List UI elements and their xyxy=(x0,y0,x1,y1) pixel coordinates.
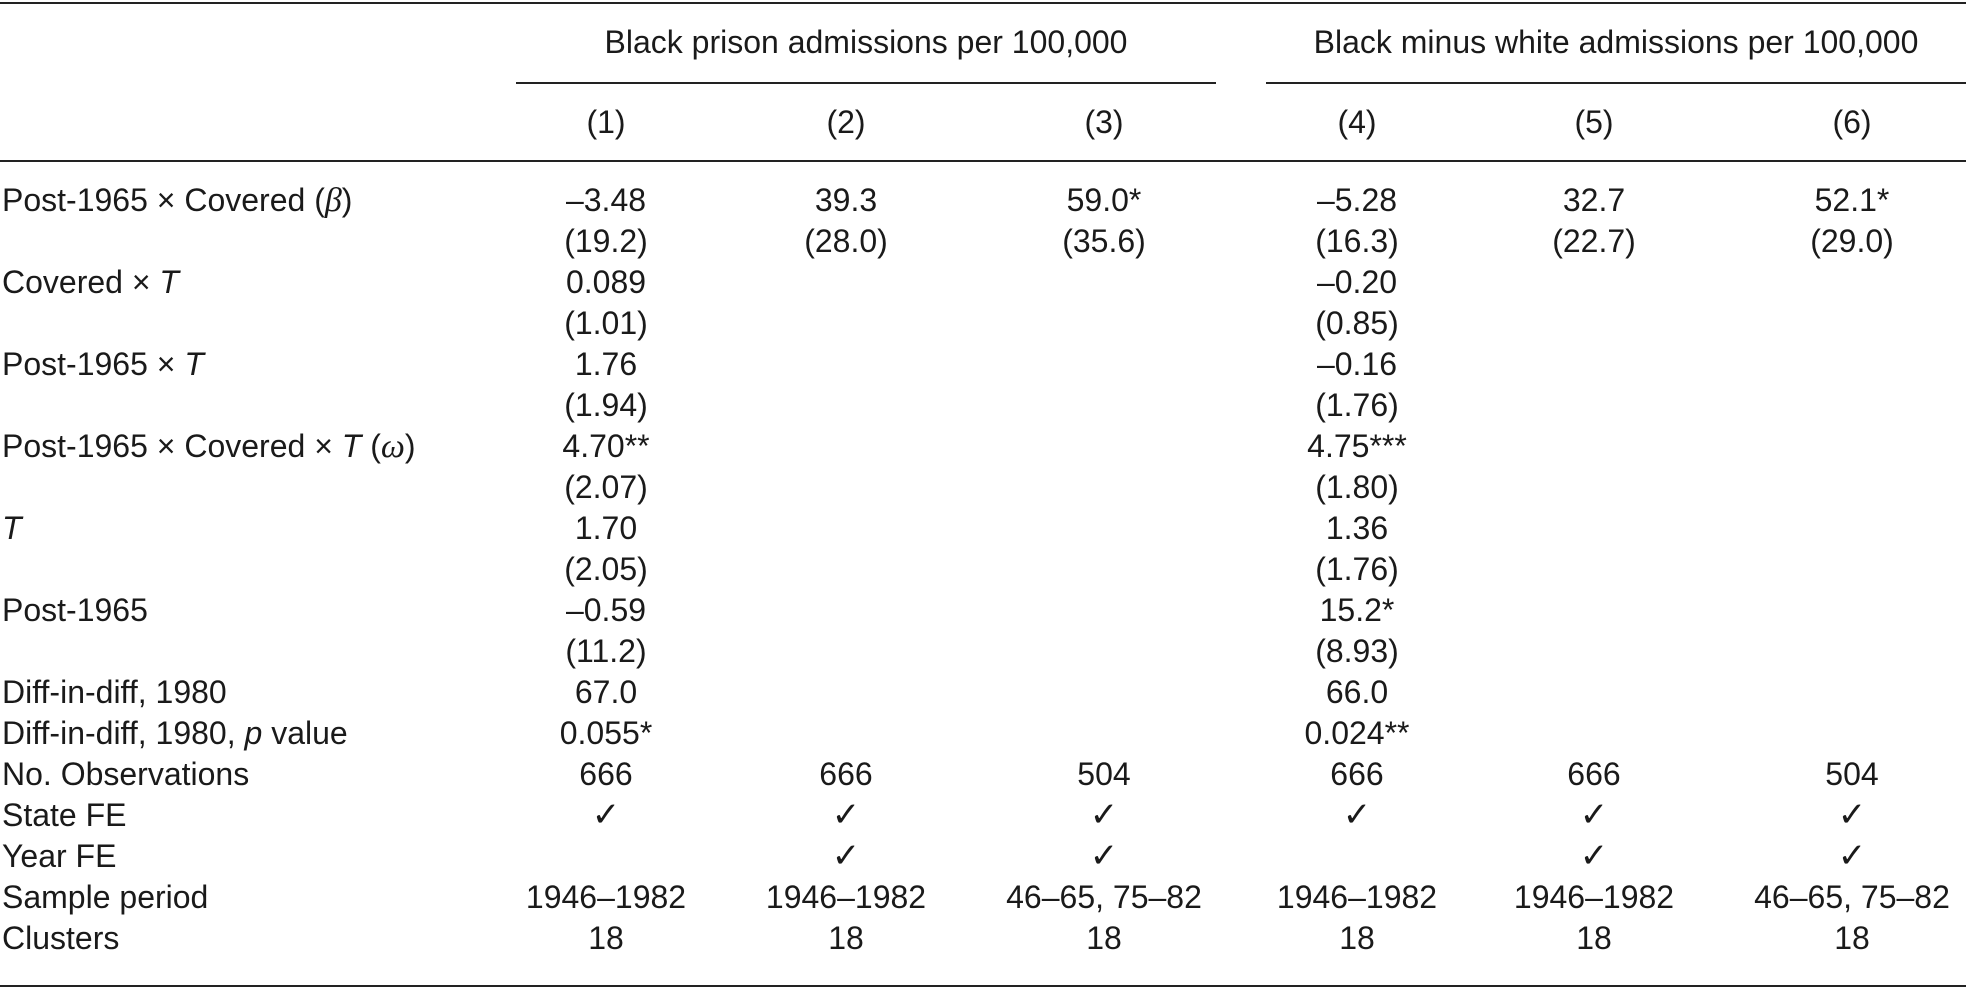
table-cell-r16-c3: ✓ xyxy=(1089,795,1119,835)
table-cell-r16-c5: ✓ xyxy=(1579,795,1609,835)
table-cell-r4-c4: (0.85) xyxy=(1315,305,1399,341)
table-cell-r10-c4: (1.76) xyxy=(1315,551,1399,587)
table-cell-r2-c4: (16.3) xyxy=(1315,223,1399,259)
table-cell-r9-c1: 1.70 xyxy=(574,510,638,546)
row-label-observations: No. Observations xyxy=(2,756,250,792)
table-cell-r5-c4: –0.16 xyxy=(1316,346,1398,382)
table-cell-r8-c4: (1.80) xyxy=(1315,469,1399,505)
column-number-4: (4) xyxy=(1337,104,1377,140)
row-label-post-covered-t: Post-1965 × Covered × T (ω) xyxy=(2,428,416,465)
table-cell-r15-c1: 666 xyxy=(579,756,633,792)
table-cell-r15-c4: 666 xyxy=(1330,756,1384,792)
table-cell-r16-c4: ✓ xyxy=(1342,795,1372,835)
group-2-underline xyxy=(1266,82,1966,84)
table-cell-r2-c2: (28.0) xyxy=(804,223,888,259)
table-cell-r17-c6: ✓ xyxy=(1837,836,1867,876)
table-cell-r2-c5: (22.7) xyxy=(1552,223,1636,259)
table-cell-r7-c1: 4.70** xyxy=(562,428,650,464)
table-cell-r8-c1: (2.07) xyxy=(564,469,648,505)
table-cell-r1-c4: –5.28 xyxy=(1316,182,1398,218)
row-label-post-t: Post-1965 × T xyxy=(2,346,204,382)
table-cell-r1-c2: 39.3 xyxy=(814,182,878,218)
table-cell-r2-c6: (29.0) xyxy=(1810,223,1894,259)
table-cell-r1-c6: 52.1* xyxy=(1814,182,1890,218)
table-cell-r14-c4: 0.024** xyxy=(1304,715,1410,751)
row-label-diff-in-diff: Diff-in-diff, 1980 xyxy=(2,674,227,710)
table-cell-r11-c1: –0.59 xyxy=(565,592,647,628)
table-cell-r6-c1: (1.94) xyxy=(564,387,648,423)
table-cell-r13-c1: 67.0 xyxy=(574,674,638,710)
row-label-clusters: Clusters xyxy=(2,920,120,956)
table-cell-r3-c1: 0.089 xyxy=(565,264,647,300)
table-cell-r11-c4: 15.2* xyxy=(1319,592,1395,628)
top-rule xyxy=(0,2,1966,4)
group-1-underline xyxy=(516,82,1216,84)
table-cell-r18-c1: 1946–1982 xyxy=(525,879,687,915)
row-label-covered-t: Covered × T xyxy=(2,264,179,300)
row-label-year-fe: Year FE xyxy=(2,838,117,874)
table-cell-r3-c4: –0.20 xyxy=(1316,264,1398,300)
row-label-t: T xyxy=(2,510,22,546)
table-cell-r4-c1: (1.01) xyxy=(564,305,648,341)
column-number-3: (3) xyxy=(1084,104,1124,140)
table-cell-r19-c5: 18 xyxy=(1576,920,1612,956)
table-cell-r10-c1: (2.05) xyxy=(564,551,648,587)
group-header-black-minus-white: Black minus white admissions per 100,000 xyxy=(1313,24,1919,60)
column-number-1: (1) xyxy=(586,104,626,140)
table-cell-r18-c4: 1946–1982 xyxy=(1276,879,1438,915)
row-label-diff-in-diff-p-value: Diff-in-diff, 1980, p value xyxy=(2,715,348,751)
table-cell-r18-c5: 1946–1982 xyxy=(1513,879,1675,915)
column-number-2: (2) xyxy=(826,104,866,140)
table-cell-r18-c2: 1946–1982 xyxy=(765,879,927,915)
table-cell-r15-c5: 666 xyxy=(1567,756,1621,792)
table-cell-r1-c1: –3.48 xyxy=(565,182,647,218)
table-cell-r15-c3: 504 xyxy=(1077,756,1131,792)
column-number-5: (5) xyxy=(1574,104,1614,140)
table-cell-r14-c1: 0.055* xyxy=(559,715,653,751)
table-cell-r17-c2: ✓ xyxy=(831,836,861,876)
table-cell-r19-c2: 18 xyxy=(828,920,864,956)
table-cell-r13-c4: 66.0 xyxy=(1325,674,1389,710)
table-cell-r9-c4: 1.36 xyxy=(1325,510,1389,546)
table-cell-r18-c3: 46–65, 75–82 xyxy=(1006,879,1202,915)
table-cell-r19-c3: 18 xyxy=(1086,920,1122,956)
table-cell-r19-c1: 18 xyxy=(588,920,624,956)
row-label-post-1965: Post-1965 xyxy=(2,592,148,628)
row-label-state-fe: State FE xyxy=(2,797,127,833)
row-label-post-covered: Post-1965 × Covered (β) xyxy=(2,182,353,219)
column-number-6: (6) xyxy=(1832,104,1872,140)
table-cell-r16-c2: ✓ xyxy=(831,795,861,835)
table-cell-r12-c1: (11.2) xyxy=(565,633,647,669)
table-cell-r5-c1: 1.76 xyxy=(574,346,638,382)
table-cell-r6-c4: (1.76) xyxy=(1315,387,1399,423)
bottom-rule xyxy=(0,985,1966,987)
omega-symbol: ω xyxy=(380,428,405,465)
row-label-sample-period: Sample period xyxy=(2,879,209,915)
table-cell-r17-c3: ✓ xyxy=(1089,836,1119,876)
table-cell-r17-c5: ✓ xyxy=(1579,836,1609,876)
group-header-black-admissions: Black prison admissions per 100,000 xyxy=(604,24,1128,60)
table-cell-r16-c6: ✓ xyxy=(1837,795,1867,835)
table-cell-r1-c5: 32.7 xyxy=(1562,182,1626,218)
table-cell-r2-c1: (19.2) xyxy=(564,223,648,259)
table-cell-r2-c3: (35.6) xyxy=(1062,223,1146,259)
table-cell-r7-c4: 4.75*** xyxy=(1307,428,1407,464)
table-cell-r1-c3: 59.0* xyxy=(1066,182,1142,218)
table-cell-r19-c4: 18 xyxy=(1339,920,1375,956)
table-cell-r19-c6: 18 xyxy=(1834,920,1870,956)
beta-symbol: β xyxy=(324,182,342,219)
table-cell-r16-c1: ✓ xyxy=(591,795,621,835)
table-cell-r15-c2: 666 xyxy=(819,756,873,792)
table-cell-r12-c4: (8.93) xyxy=(1315,633,1399,669)
header-rule xyxy=(0,160,1966,162)
table-cell-r18-c6: 46–65, 75–82 xyxy=(1754,879,1950,915)
table-cell-r15-c6: 504 xyxy=(1825,756,1879,792)
